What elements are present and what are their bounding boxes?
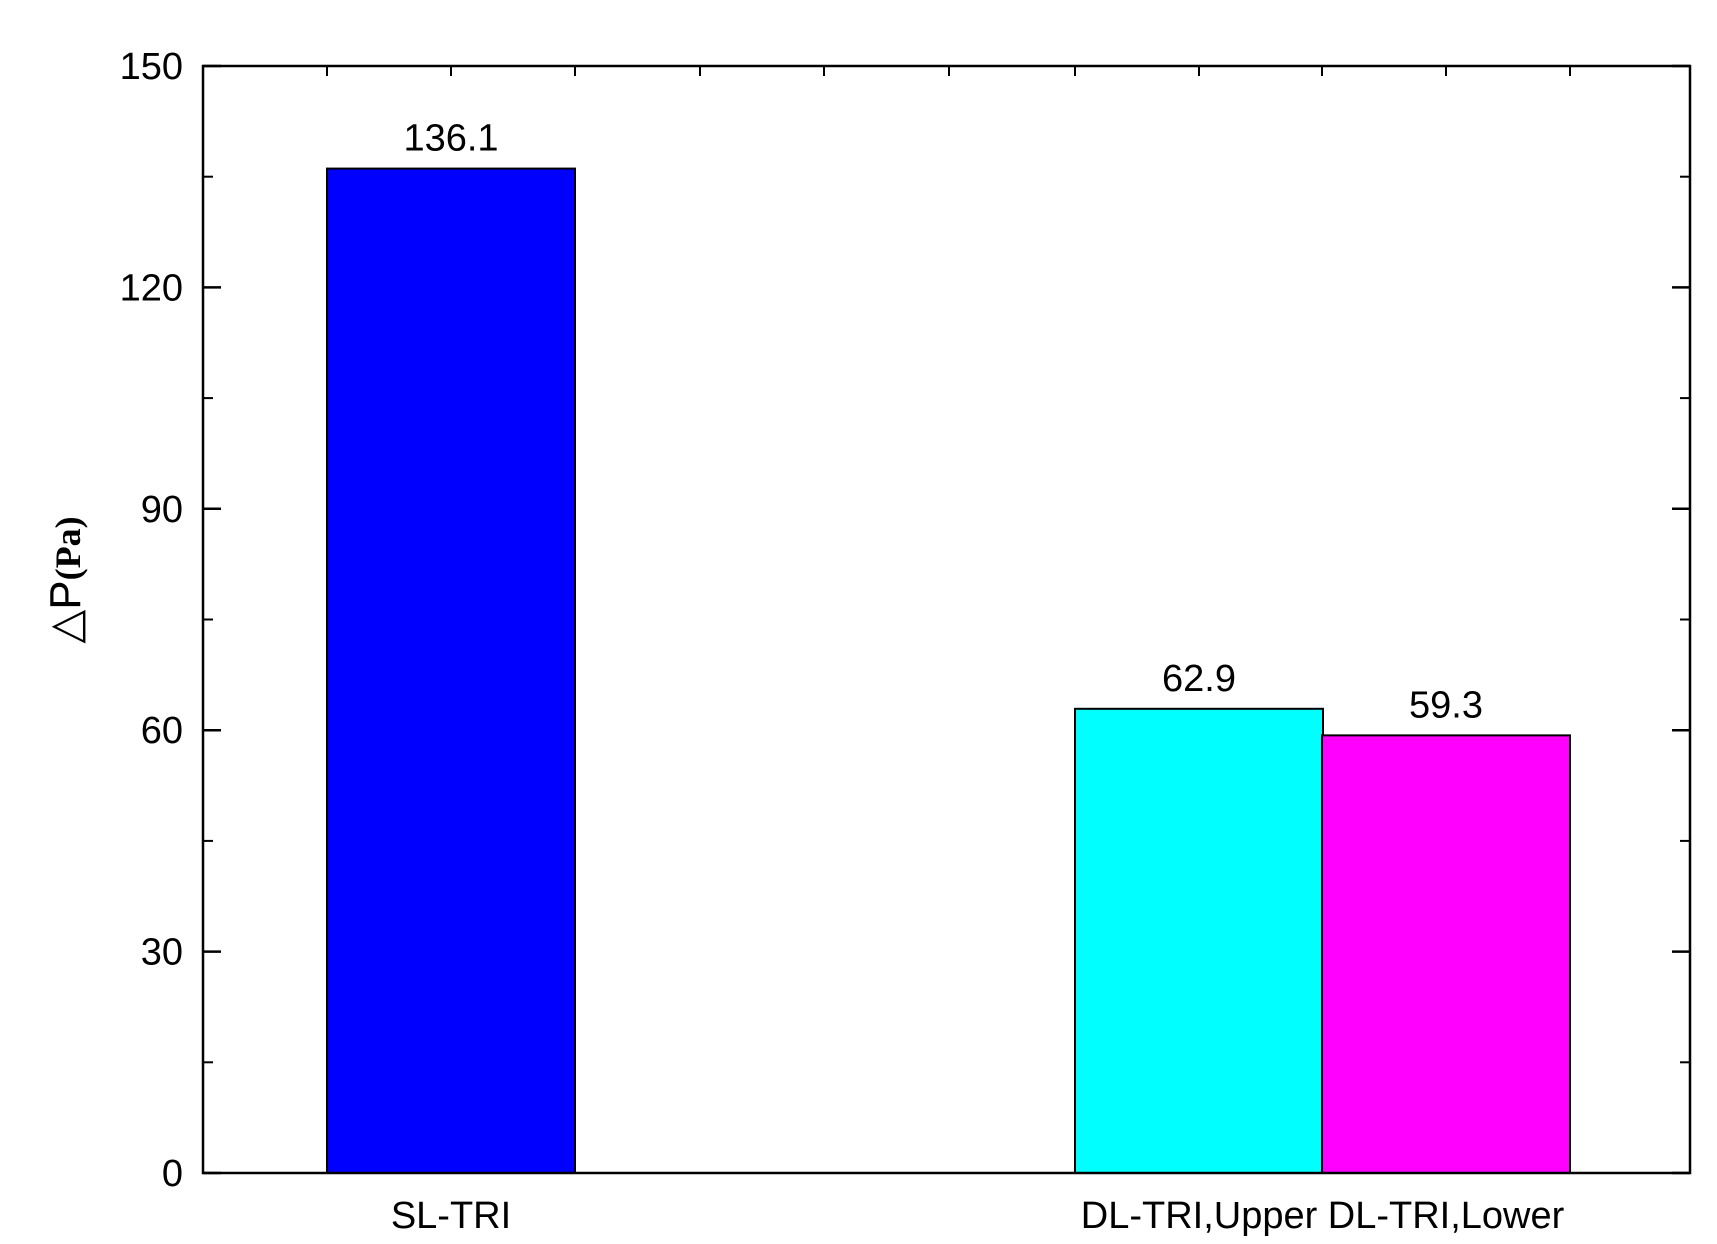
y-tick-label-30: 30 [141, 932, 183, 974]
category-label-2: DL-TRI,Upper [1081, 1195, 1318, 1237]
y-tick-label-60: 60 [141, 710, 183, 752]
y-ticks-group: 0 30 60 90 120 150 [120, 46, 1690, 1195]
y-tick-label-90: 90 [141, 489, 183, 531]
value-labels-group: 136.1 62.9 59.3 [403, 118, 1483, 727]
y-tick-label-120: 120 [120, 267, 183, 309]
value-label-1: 136.1 [403, 118, 498, 160]
category-label-3: DL-TRI,Lower [1328, 1195, 1565, 1237]
value-label-3: 59.3 [1409, 684, 1483, 726]
y-axis-title-symbol: △P [41, 580, 90, 643]
bar-dl-tri-lower [1321, 734, 1571, 1175]
bars-group [326, 167, 1571, 1175]
bar-sl-tri [326, 167, 576, 1175]
value-label-2: 62.9 [1162, 658, 1236, 700]
y-tick-label-150: 150 [120, 46, 183, 88]
y-tick-label-0: 0 [162, 1153, 183, 1195]
category-labels-group: SL-TRI DL-TRI,Upper DL-TRI,Lower [391, 1195, 1565, 1237]
bar-dl-tri-upper [1074, 707, 1324, 1174]
category-label-1: SL-TRI [391, 1195, 511, 1237]
y-axis-title: △P(Pa) [41, 516, 90, 643]
y-axis-title-unit: (Pa) [48, 516, 88, 580]
